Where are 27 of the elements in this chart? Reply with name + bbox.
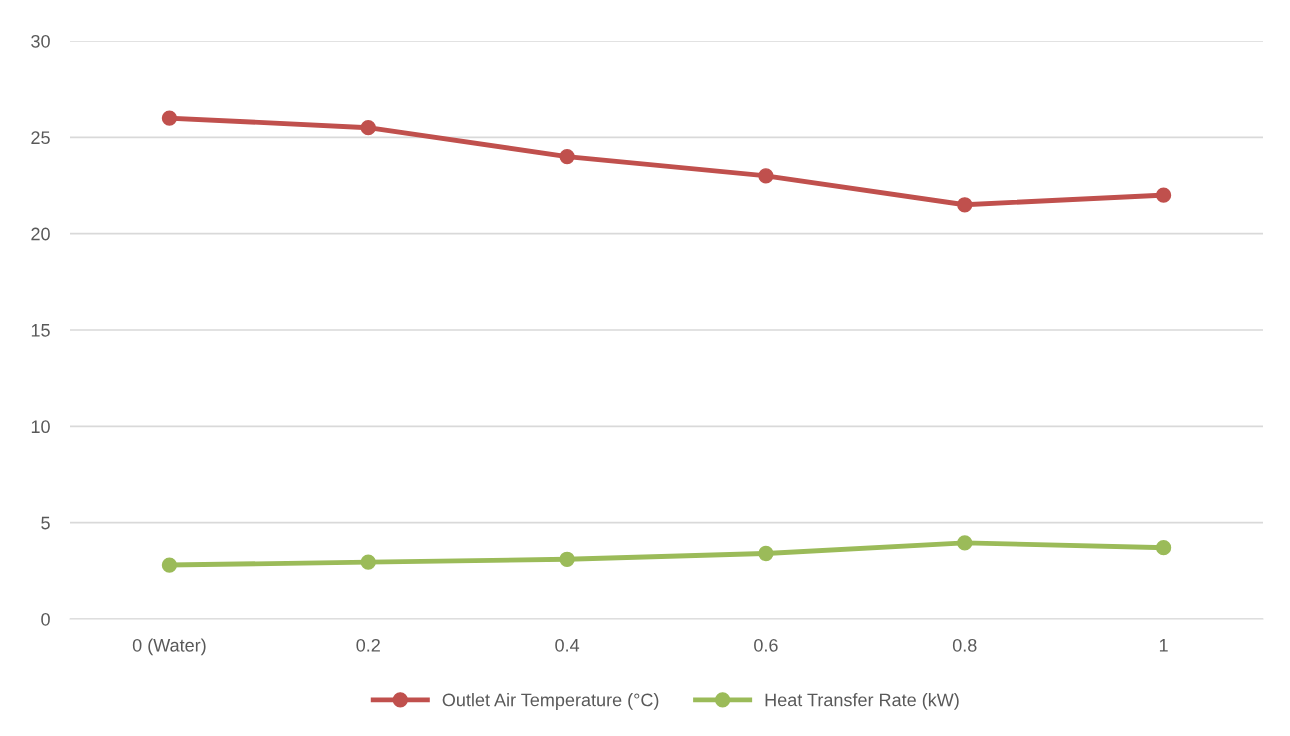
point xyxy=(360,554,376,570)
x-tick-label: 1 xyxy=(1159,639,1168,652)
y-tick-label: 15 xyxy=(31,324,50,337)
point xyxy=(559,148,575,165)
y-tick-label: 25 xyxy=(31,131,50,145)
point xyxy=(1155,540,1172,556)
y-tick-label: 30 xyxy=(31,34,50,48)
point xyxy=(161,110,178,126)
point xyxy=(758,545,774,562)
point xyxy=(758,168,774,184)
point xyxy=(1155,187,1172,203)
y-tick-label: 5 xyxy=(41,516,50,530)
x-tick-label: 0.2 xyxy=(356,638,380,652)
point xyxy=(559,551,575,567)
point xyxy=(161,557,178,573)
y-tick-label: 20 xyxy=(31,227,50,241)
x-tick-label: 0.8 xyxy=(952,638,977,652)
legend-label: Heat Transfer Rate (kW) xyxy=(765,693,959,710)
point xyxy=(360,120,376,136)
x-tick-label: 0 (Water) xyxy=(132,638,206,656)
legend-label: Outlet Air Temperature (°C) xyxy=(442,693,659,710)
point xyxy=(957,535,973,551)
x-tick-label: 0.4 xyxy=(555,638,580,652)
point xyxy=(957,197,973,213)
y-tick-label: 0 xyxy=(41,612,50,626)
x-tick-label: 0.6 xyxy=(754,638,778,652)
y-tick-label: 10 xyxy=(31,420,50,434)
